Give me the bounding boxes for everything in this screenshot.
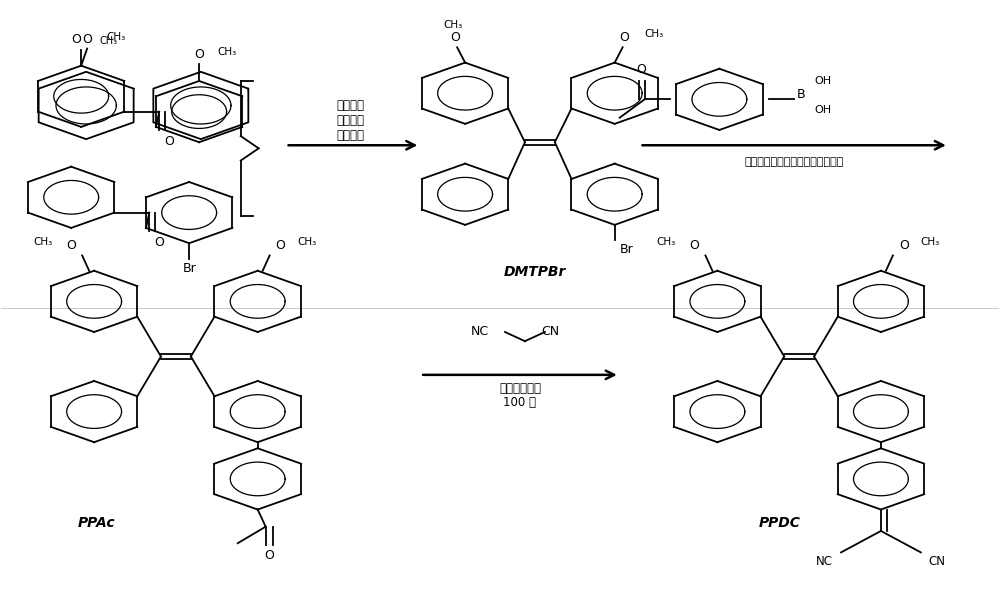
Text: O: O [276,239,286,252]
Text: 醋酸铵，硅胶: 醋酸铵，硅胶 [499,382,541,395]
Text: O: O [637,63,647,76]
Text: O: O [194,49,204,62]
Text: O: O [450,31,460,44]
Text: 锌粉，四: 锌粉，四 [336,98,364,111]
Text: CH₃: CH₃ [99,36,117,46]
Text: CH₃: CH₃ [656,237,676,247]
Text: CH₃: CH₃ [645,29,664,39]
Text: 100 度: 100 度 [503,396,536,409]
Text: CN: CN [929,555,946,568]
Text: O: O [164,135,174,148]
Text: OH: OH [814,76,831,86]
Text: DMTPBr: DMTPBr [504,264,566,279]
Text: O: O [620,31,630,44]
Text: CH₃: CH₃ [106,32,125,42]
Text: 四氢呋喃: 四氢呋喃 [336,129,364,142]
Text: O: O [690,239,699,252]
Text: O: O [154,236,164,249]
Text: CH₃: CH₃ [298,237,317,247]
Text: O: O [265,549,275,562]
Text: CH₃: CH₃ [217,47,236,57]
Text: O: O [899,239,909,252]
Text: O: O [82,33,92,46]
Text: Br: Br [182,261,196,274]
Text: CH₃: CH₃ [921,237,940,247]
Text: PPAc: PPAc [77,515,115,530]
Text: CH₃: CH₃ [444,20,463,30]
Text: O: O [66,239,76,252]
Text: NC: NC [471,325,489,338]
Text: CN: CN [541,325,559,338]
Text: O: O [71,33,81,46]
Text: 氯化钛，: 氯化钛， [336,114,364,127]
Text: NC: NC [816,555,833,568]
Text: PPDC: PPDC [758,515,800,530]
Text: 碳酸钾，四三苯基膦钯，四氢呋喃: 碳酸钾，四三苯基膦钯，四氢呋喃 [744,157,844,167]
Text: CH₃: CH₃ [33,237,52,247]
Text: Br: Br [620,243,633,256]
Text: B: B [797,88,806,101]
Text: OH: OH [814,105,831,116]
